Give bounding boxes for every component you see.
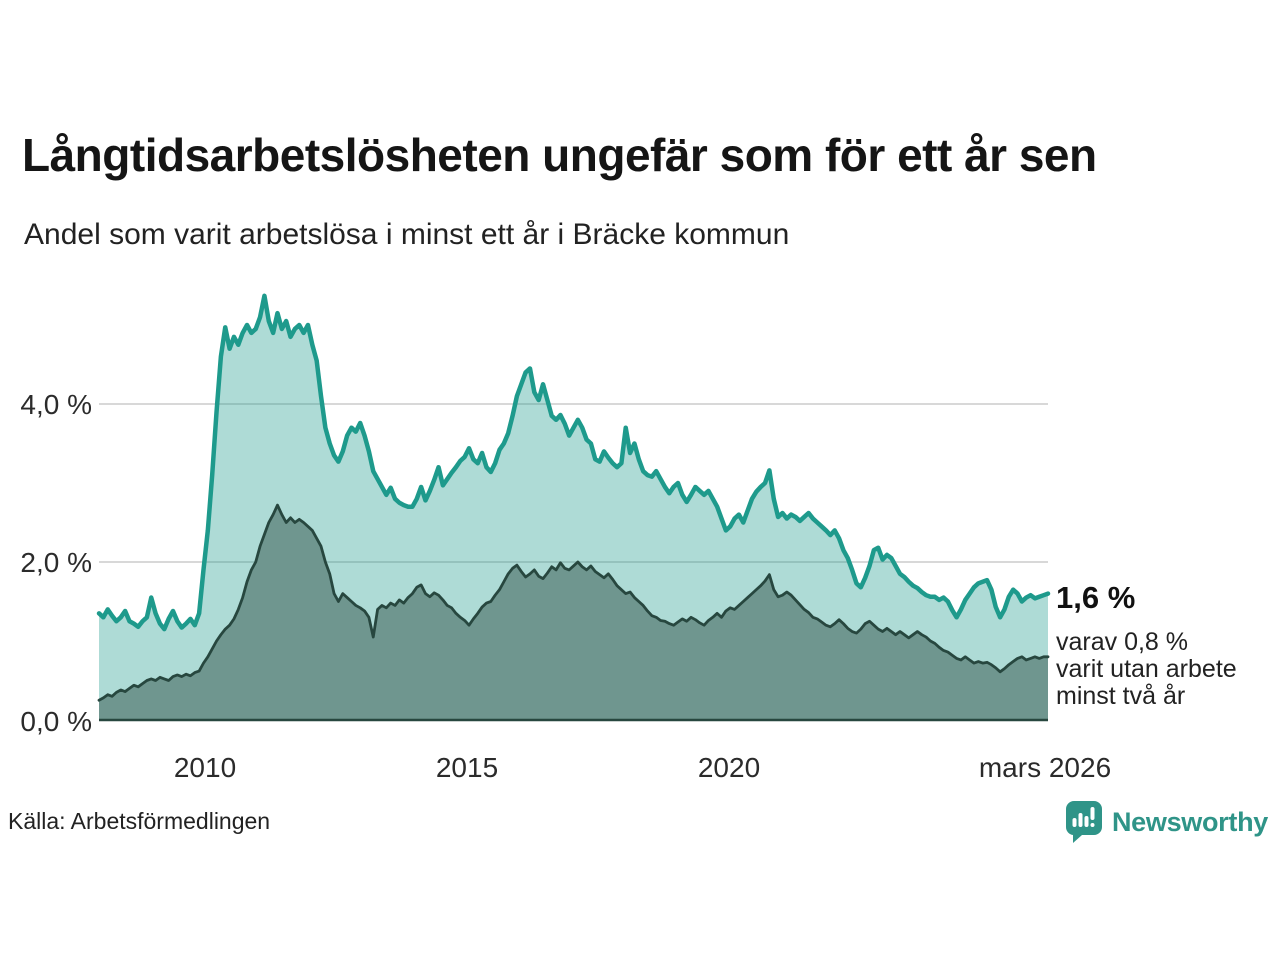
y-tick-0: 0,0 %: [20, 706, 92, 737]
sublabel-line-3: minst två år: [1056, 682, 1186, 710]
newsworthy-logo-icon: [1065, 801, 1102, 843]
source-attribution: Källa: Arbetsförmedlingen: [8, 808, 271, 834]
x-tick-2010: 2010: [173, 752, 237, 783]
y-tick-4: 4,0 %: [20, 389, 92, 420]
x-tick-2015: 2015: [435, 752, 499, 783]
x-tick-2020: 2020: [697, 752, 761, 783]
logo-badge-shape: [1065, 801, 1102, 843]
y-tick-2: 2,0 %: [20, 547, 92, 578]
logo-bars: [1072, 807, 1095, 827]
line-one-year: [96, 293, 1051, 632]
sublabel-line-1: varav 0,8 %: [1056, 628, 1189, 656]
newsworthy-wordmark: Newsworthy: [1111, 806, 1268, 837]
end-value-sublabel: varav 0,8 % varit utan arbete minst två …: [1056, 629, 1237, 710]
end-value-label: 1,6 %: [1056, 580, 1136, 615]
newsworthy-brand: Newsworthy: [1065, 800, 1268, 844]
x-tick-mars-2026: mars 2026: [978, 752, 1112, 783]
area-two-year: [99, 505, 1048, 720]
sublabel-line-2: varit utan arbete: [1056, 655, 1237, 683]
page-title: Långtidsarbetslösheten ungefär som för e…: [22, 129, 1097, 181]
line-two-year: [97, 503, 1050, 702]
page-subtitle: Andel som varit arbetslösa i minst ett å…: [24, 218, 790, 251]
